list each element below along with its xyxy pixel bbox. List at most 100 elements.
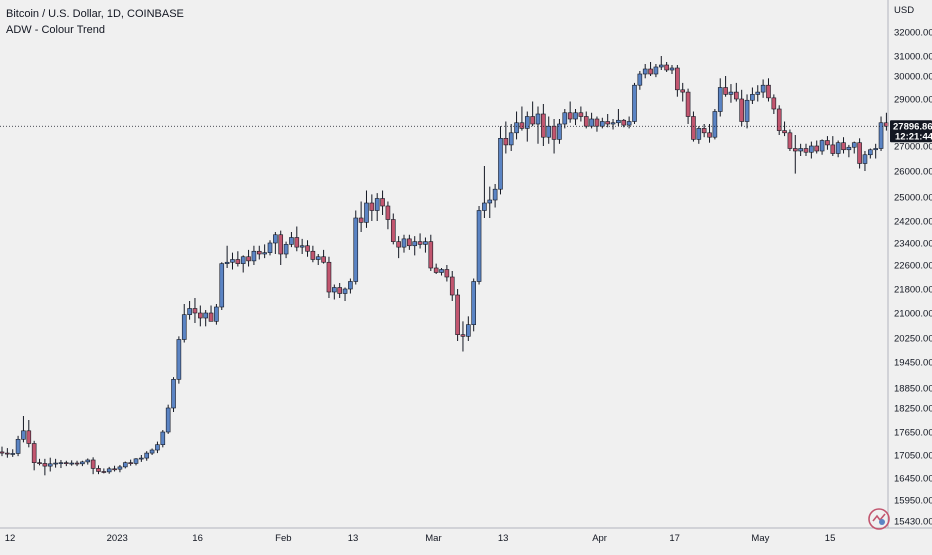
candle-body	[498, 138, 503, 190]
candle-body	[165, 407, 171, 433]
candle-body	[278, 234, 284, 255]
candle	[819, 139, 825, 155]
indicator-name[interactable]: ADW - Colour Trend	[6, 24, 106, 36]
candle	[755, 85, 761, 102]
time-tick-label: Mar	[425, 533, 441, 544]
candle-body	[514, 122, 519, 134]
price-tick-label: 21000.00	[894, 309, 932, 320]
candle-body	[610, 122, 616, 125]
candle-body	[139, 457, 144, 460]
candle-body	[117, 466, 123, 470]
candle	[546, 116, 552, 144]
candle-body	[809, 145, 814, 153]
candle-body	[589, 118, 594, 127]
candle-body	[305, 245, 310, 252]
candle-body	[417, 241, 423, 245]
candle-body	[315, 256, 321, 260]
candle-body	[851, 142, 857, 148]
candle	[390, 213, 396, 245]
candle	[541, 104, 546, 146]
candle	[139, 455, 144, 462]
candle	[412, 236, 418, 256]
candle	[605, 114, 610, 128]
candle-body	[106, 468, 112, 473]
price-tick-label: 27000.00	[894, 142, 932, 153]
candle-body	[321, 256, 326, 263]
candle	[31, 440, 37, 471]
candle-body	[449, 276, 455, 296]
price-tick-label: 21800.00	[894, 285, 932, 296]
candle	[782, 121, 787, 137]
candle	[214, 304, 219, 325]
candle	[219, 262, 225, 310]
time-tick-label: 17	[669, 533, 680, 544]
candle-body	[224, 261, 230, 264]
candle-body	[208, 312, 214, 322]
candle-body	[734, 91, 739, 100]
symbol-title[interactable]: Bitcoin / U.S. Dollar, 1D, COINBASE	[6, 8, 184, 20]
candle	[449, 271, 455, 301]
candle	[321, 249, 326, 264]
candle	[144, 451, 150, 461]
tradingview-logo-icon[interactable]	[868, 508, 890, 530]
last-price-tag-background	[890, 120, 932, 143]
candle-body	[412, 241, 418, 247]
candle-body	[594, 118, 600, 127]
candle	[696, 126, 702, 144]
candle-body	[551, 125, 557, 140]
candle-body	[460, 334, 466, 337]
chart-legend: Bitcoin / U.S. Dollar, 1D, COINBASE ADW …	[6, 6, 184, 38]
candle-body	[675, 67, 680, 91]
candle-body	[401, 238, 407, 248]
candle-body	[364, 202, 369, 223]
candle	[10, 449, 16, 457]
candle-body	[664, 64, 669, 71]
candle-body	[251, 250, 257, 262]
candle-body	[256, 250, 262, 255]
candle	[401, 234, 407, 253]
candle-body	[776, 108, 782, 131]
candle	[583, 111, 589, 129]
candle-body	[80, 461, 85, 465]
candle	[187, 301, 192, 320]
candle	[64, 460, 69, 467]
candle	[74, 460, 80, 467]
time-tick-label: 2023	[107, 533, 128, 544]
candle	[337, 283, 342, 298]
candle-body	[648, 68, 653, 75]
time-axis[interactable]: 12 2023 16 Feb 13 Mar 13 Apr 17 May 15	[5, 533, 836, 544]
candle	[750, 87, 755, 104]
candle	[776, 105, 782, 135]
candle-body	[374, 198, 380, 211]
candle-body	[273, 234, 278, 244]
candle-body	[58, 462, 64, 464]
candle	[642, 64, 648, 79]
candle	[476, 206, 482, 285]
candle-body	[503, 138, 509, 146]
candle-body	[825, 140, 830, 146]
candle	[637, 71, 643, 90]
candle-body	[691, 116, 696, 140]
candle	[101, 468, 107, 474]
candle	[21, 416, 26, 443]
candle	[315, 254, 321, 265]
candle	[348, 278, 353, 294]
candle	[106, 466, 112, 474]
candle-body	[669, 67, 675, 71]
candle-body	[21, 430, 26, 440]
candle	[862, 151, 868, 171]
candle-body	[85, 459, 91, 463]
candle-body	[332, 287, 337, 293]
candle-body	[782, 130, 787, 134]
candle	[712, 109, 718, 140]
candle-body	[230, 259, 235, 263]
candle-body	[755, 91, 761, 95]
candle	[160, 430, 166, 448]
candle-body	[605, 121, 610, 125]
candle-body	[562, 112, 568, 125]
candle	[192, 298, 198, 323]
candle-body	[696, 128, 702, 140]
candle-body	[707, 132, 712, 138]
